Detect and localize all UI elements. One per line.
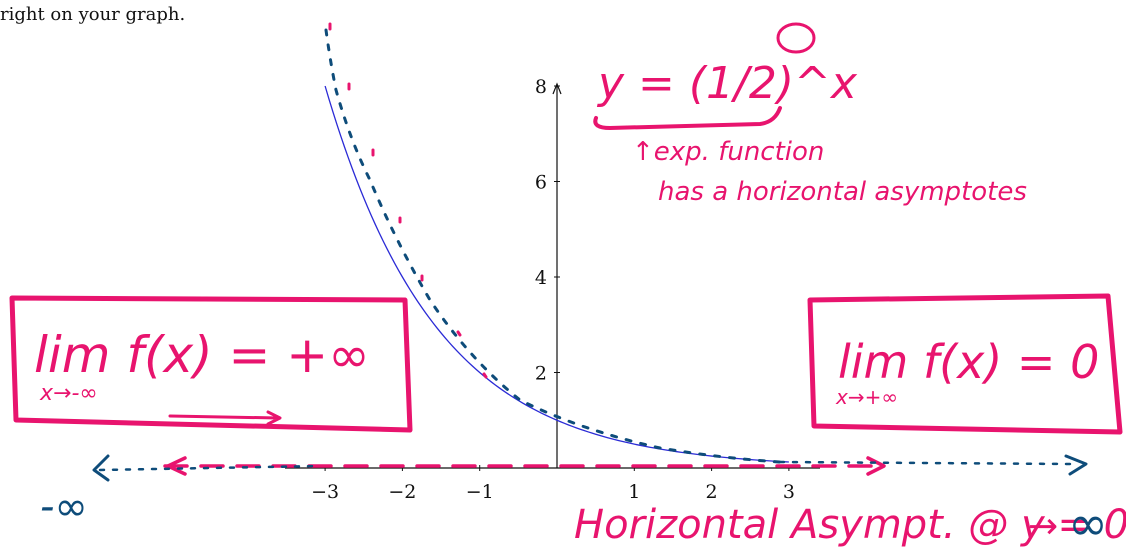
page-text-fragment: right on your graph.	[0, 4, 186, 25]
pink-marks	[328, 22, 488, 379]
asymptote-left-arrowhead	[166, 456, 187, 476]
exp-note-line2: has a horizontal asymptotes	[658, 177, 1027, 207]
equation-underline-bracket	[593, 106, 782, 130]
y-tick-label: 4	[535, 267, 547, 289]
left-limit-text: lim f(x) = +∞	[34, 326, 370, 384]
blue-dotted-right	[778, 460, 1072, 466]
blue-right-arrowhead	[1064, 454, 1088, 476]
x-tick-label: 1	[628, 481, 640, 503]
blue-left-arrowhead	[92, 454, 110, 482]
left-limit-box: lim f(x) = +∞ x→-∞	[9, 295, 413, 433]
equation-text: y = (1/2)^x	[596, 58, 858, 109]
exp-note-line1: ↑exp. function	[632, 137, 824, 167]
left-box-outline	[9, 295, 413, 433]
y-tick-label: 2	[535, 363, 547, 385]
neg-infinity-label: -∞	[40, 484, 88, 530]
tick-group: −3 −2 −1 1 2 3 2 4 6 8	[311, 76, 795, 503]
right-limit-text: lim f(x) = 0	[838, 335, 1099, 389]
pink-mark	[456, 330, 462, 337]
x-tick-label: 3	[783, 481, 795, 503]
equation-annotation: y = (1/2)^x	[593, 22, 858, 130]
left-limit-subscript: x→-∞	[39, 381, 98, 406]
series-line	[324, 85, 789, 463]
hand-traced-curve	[324, 28, 782, 464]
x-tick-label: −2	[388, 481, 416, 503]
right-box-outline	[807, 293, 1123, 435]
blue-dotted-left	[98, 464, 322, 472]
right-limit-subscript: x→+∞	[835, 385, 898, 409]
y-tick-label: 6	[535, 172, 547, 194]
pos-infinity-label: ∞	[1068, 496, 1108, 552]
curve-group	[324, 85, 789, 463]
asymptote-label: Horizontal Asympt. @ y = 0	[574, 502, 1126, 548]
asymptote-dashes	[92, 454, 1088, 482]
y-tick-label: 8	[535, 76, 547, 98]
x-tick-label: 2	[706, 481, 718, 503]
right-arrow-glyph: →	[1028, 506, 1058, 547]
asymptote-right-arrowhead	[866, 456, 886, 476]
x-tick-label: −1	[466, 481, 494, 503]
y-axis-arrowhead	[552, 82, 562, 95]
left-box-arrow	[168, 410, 282, 426]
right-limit-box: lim f(x) = 0 x→+∞	[807, 293, 1123, 435]
exponent-circle	[776, 22, 816, 54]
pink-mark	[482, 372, 488, 379]
x-tick-label: −3	[311, 481, 339, 503]
